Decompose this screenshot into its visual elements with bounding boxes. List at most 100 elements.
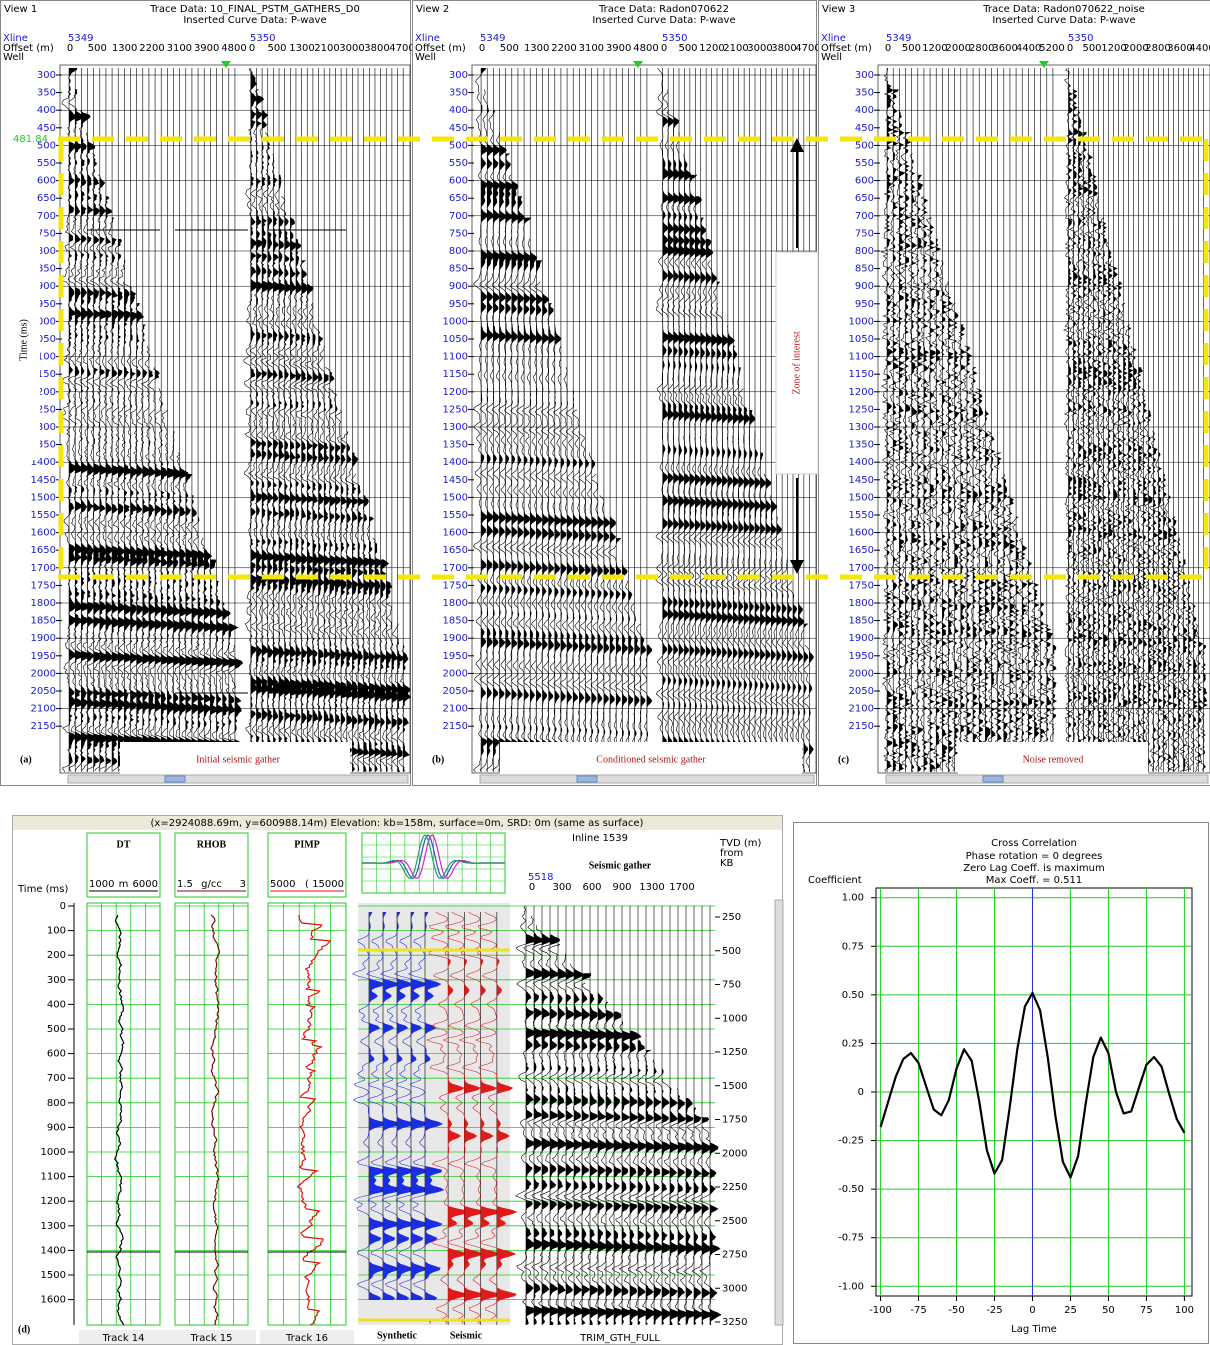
y-tick-label: 0.75 xyxy=(842,941,864,952)
offset-tick-label: 3100 xyxy=(579,43,604,54)
tvd-tick-label: 2750 xyxy=(722,1250,747,1261)
time-tick-label: 750 xyxy=(449,228,468,239)
offset-tick-label: 2100 xyxy=(314,43,339,54)
well-time-tick-label: 1200 xyxy=(41,1196,66,1207)
gather-offset-label: 900 xyxy=(612,882,631,893)
chart-title: Cross Correlation xyxy=(991,838,1077,849)
y-tick-label: 1.00 xyxy=(842,893,864,904)
scrollbar-thumb xyxy=(983,776,1003,782)
time-tick-label: 1050 xyxy=(849,334,874,345)
offset-tick-label: 2000 xyxy=(946,43,971,54)
offset-tick-label: 3600 xyxy=(992,43,1017,54)
time-tick-label: 1350 xyxy=(443,440,468,451)
offset-tick-label: 500 xyxy=(500,43,519,54)
time-tick-label: 950 xyxy=(449,299,468,310)
time-tick-label: 1350 xyxy=(849,440,874,451)
chart-subtitle: Zero Lag Coeff. is maximum xyxy=(963,863,1104,874)
offset-tick-label: 3100 xyxy=(167,43,192,54)
time-tick-label: 1550 xyxy=(443,510,468,521)
x-axis-label: Lag Time xyxy=(1011,1324,1057,1335)
track-plot xyxy=(87,903,160,1325)
gather-title: Seismic gather xyxy=(589,860,652,871)
time-tick-label: 500 xyxy=(855,140,874,151)
time-tick-label: 2100 xyxy=(849,704,874,715)
time-tick-label: 450 xyxy=(37,123,56,134)
time-tick-label: 1950 xyxy=(849,651,874,662)
offset-tick-label: 1300 xyxy=(524,43,549,54)
time-tick-label: 1600 xyxy=(443,528,468,539)
well-label: Well xyxy=(3,52,24,63)
curve-data: Inserted Curve Data: P-wave xyxy=(592,15,735,26)
offset-tick-label: 0 xyxy=(479,43,485,54)
offset-tick-label: 4800 xyxy=(221,43,246,54)
synthetic-label: Synthetic xyxy=(377,1330,418,1341)
track-scale-max: 3 xyxy=(240,879,246,890)
track-footer: Track 14 xyxy=(101,1333,144,1344)
well-time-tick-label: 700 xyxy=(47,1073,66,1084)
time-tick-label: 1550 xyxy=(31,510,56,521)
scrollbar xyxy=(480,775,814,783)
time-tick-label: 1250 xyxy=(849,404,874,415)
offset-tick-label: 0 xyxy=(67,43,73,54)
x-tick-label: 0 xyxy=(1029,1305,1035,1316)
caption: Conditioned seismic gather xyxy=(596,754,706,765)
time-tick-label: 950 xyxy=(855,299,874,310)
offset-tick-label: 5200 xyxy=(1039,43,1064,54)
time-tick-label: 600 xyxy=(449,176,468,187)
time-tick-label: 500 xyxy=(449,140,468,151)
time-tick-label: 400 xyxy=(37,105,56,116)
well-time-label: Time (ms) xyxy=(17,884,69,895)
well-time-tick-label: 500 xyxy=(47,1024,66,1035)
y-tick-label: 0.50 xyxy=(842,990,864,1001)
time-tick-label: 600 xyxy=(855,176,874,187)
pick-time-label: 481.84 xyxy=(13,134,48,145)
time-tick-label: 1500 xyxy=(849,492,874,503)
time-tick-label: 550 xyxy=(37,158,56,169)
time-tick-label: 1800 xyxy=(849,598,874,609)
time-tick-label: 1500 xyxy=(31,492,56,503)
caption: Noise removed xyxy=(1023,754,1084,765)
time-tick-label: 1850 xyxy=(31,616,56,627)
time-tick-label: 1450 xyxy=(31,475,56,486)
offset-tick-label: 2200 xyxy=(139,43,164,54)
time-tick-label: 1400 xyxy=(849,457,874,468)
time-tick-label: 1700 xyxy=(31,563,56,574)
time-tick-label: 2050 xyxy=(849,686,874,697)
time-tick-label: 2050 xyxy=(31,686,56,697)
well-time-tick-label: 1600 xyxy=(41,1295,66,1306)
time-tick-label: 1650 xyxy=(31,545,56,556)
x-tick-label: 75 xyxy=(1140,1305,1153,1316)
time-tick-label: 1150 xyxy=(443,369,468,380)
page: View 1Trace Data: 10_FINAL_PSTM_GATHERS_… xyxy=(0,0,1210,1345)
y-tick-label: -1.00 xyxy=(838,1281,864,1292)
offset-tick-label: 1300 xyxy=(289,43,314,54)
offset-tick-label: 0 xyxy=(1067,43,1073,54)
panel-label: (c) xyxy=(838,754,849,765)
time-tick-label: 1650 xyxy=(443,545,468,556)
well-time-tick-label: 0 xyxy=(60,901,66,912)
well-time-tick-label: 300 xyxy=(47,975,66,986)
time-tick-label: 1450 xyxy=(443,475,468,486)
well-time-tick-label: 400 xyxy=(47,999,66,1010)
trace-data: Trace Data: Radon070622_noise xyxy=(982,4,1145,15)
y-tick-label: -0.25 xyxy=(838,1136,864,1147)
time-tick-label: 1000 xyxy=(849,316,874,327)
panel-label: (d) xyxy=(18,1324,30,1335)
view-name: View 2 xyxy=(416,4,449,15)
well-time-tick-label: 900 xyxy=(47,1122,66,1133)
gather-offset-label: 0 xyxy=(529,882,535,893)
x-tick-label: -75 xyxy=(910,1305,926,1316)
well-time-tick-label: 1500 xyxy=(41,1270,66,1281)
time-tick-label: 1950 xyxy=(31,651,56,662)
offset-tick-label: 500 xyxy=(902,43,921,54)
trace-data: Trace Data: 10_FINAL_PSTM_GATHERS_D0 xyxy=(149,4,360,15)
time-tick-label: 800 xyxy=(449,246,468,257)
tvd-tick-label: 1750 xyxy=(722,1115,747,1126)
well-time-tick-label: 100 xyxy=(47,926,66,937)
gather-footer: TRIM_GTH_FULL xyxy=(579,1333,660,1344)
offset-tick-label: 3900 xyxy=(194,43,219,54)
chart-subtitle: Phase rotation = 0 degrees xyxy=(966,851,1103,862)
time-tick-label: 2000 xyxy=(31,668,56,679)
tvd-tick-label: 500 xyxy=(722,946,741,957)
zone-label: Zone of interest xyxy=(791,331,802,395)
